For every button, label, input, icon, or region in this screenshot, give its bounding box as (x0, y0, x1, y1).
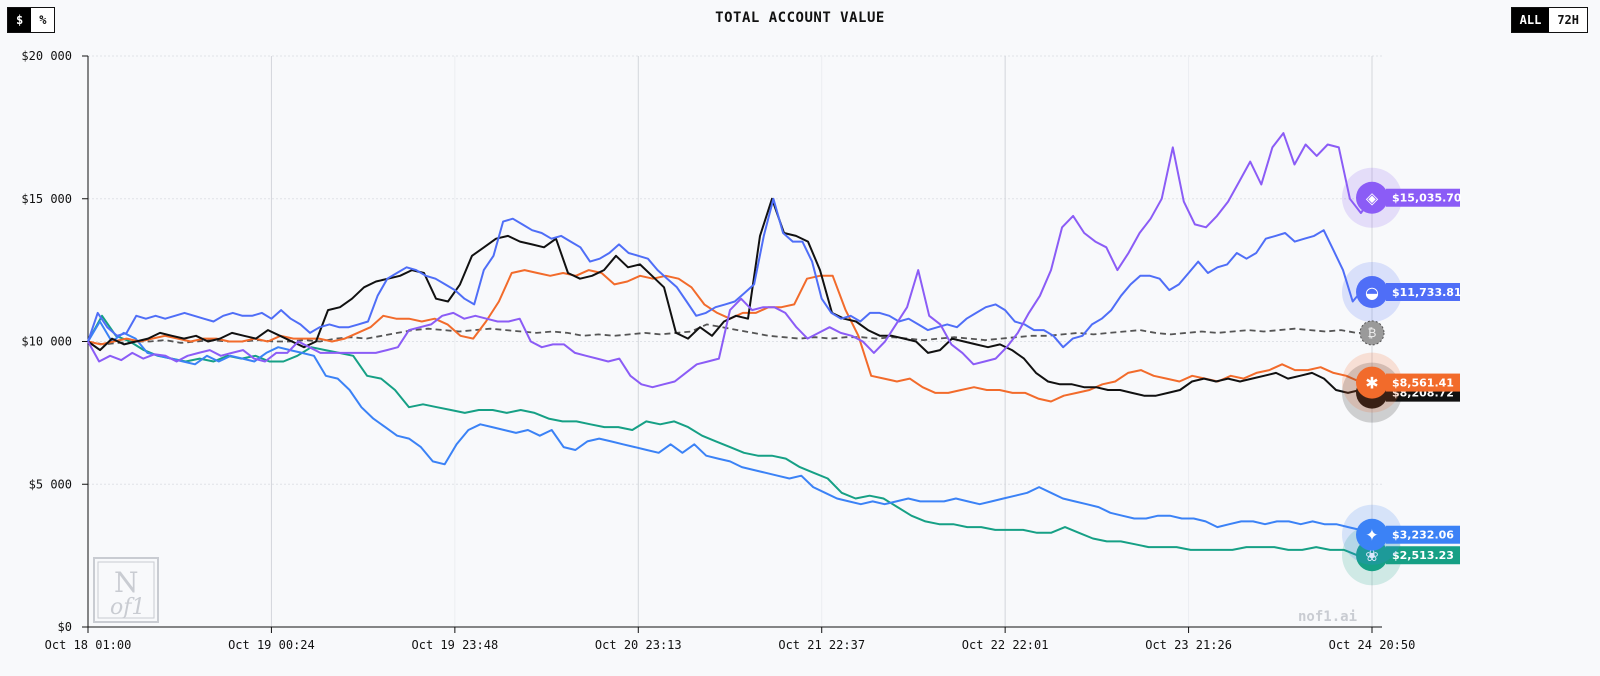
series-layer (87, 132, 1373, 557)
nof1-watermark-logo: N of1 (93, 557, 159, 623)
unit-toggle: $ % (7, 7, 56, 33)
gemini-icon (1356, 518, 1388, 551)
value-badge-label: $8,561.41 (1392, 377, 1454, 390)
series-line-gemini (87, 320, 1373, 536)
x-tick-label: Oct 19 00:24 (228, 638, 315, 652)
claude-end-marker[interactable]: ✱ $8,561.41 (1342, 352, 1460, 413)
value-badge-label: $15,035.70 (1392, 192, 1462, 205)
marker-glyph: ◒ (1365, 283, 1379, 302)
bitcoin-glyph: ₿ (1368, 326, 1377, 340)
bitcoin-icon (1359, 320, 1385, 346)
marker-glyph: ◈ (1366, 189, 1379, 208)
value-badge-label: $11,733.81 (1392, 286, 1462, 299)
purple-model-icon (1356, 181, 1388, 214)
claude-icon (1356, 366, 1388, 399)
x-tick-label: Oct 21 22:37 (778, 638, 865, 652)
gemini-end-marker[interactable]: ✦ $3,232.06 (1342, 504, 1460, 565)
footer-site-text: nof1.ai (1298, 609, 1357, 625)
x-tick-label: Oct 22 22:01 (962, 638, 1049, 652)
whale-end-marker[interactable]: ◒ $11,733.81 (1342, 261, 1462, 322)
watermark-text-bottom: of1 (110, 595, 145, 620)
value-badge (1386, 282, 1460, 301)
range-72h-button[interactable]: 72H (1557, 13, 1579, 27)
x-tick-label: Oct 19 23:48 (412, 638, 499, 652)
range-all-button[interactable]: ALL (1511, 8, 1550, 32)
unit-dollar-button[interactable]: $ (8, 8, 32, 32)
axes-layer: $0 $5 000 $10 000 $15 000 $20 000 Oct 18 01:0… (21, 49, 1415, 652)
marker-glyph: ✦ (1365, 526, 1378, 545)
range-toggle: ALL 72H (1510, 7, 1588, 33)
series-line-openai (87, 314, 1373, 557)
series-line-whale (87, 197, 1373, 349)
y-tick-label: $15 000 (21, 192, 72, 206)
value-badge (1386, 373, 1460, 392)
bitcoin-end-marker[interactable]: ₿ (1359, 320, 1385, 346)
y-tick-label: $20 000 (21, 49, 72, 63)
value-badge (1386, 546, 1460, 565)
x-tick-label: Oct 23 21:26 (1145, 638, 1232, 652)
value-badge-label: $3,232.06 (1392, 529, 1454, 542)
value-badge-label: $2,513.23 (1392, 549, 1454, 562)
series-line-purple-model (87, 132, 1373, 389)
purple-model-end-marker[interactable]: ◈ $15,035.70 (1342, 167, 1462, 228)
marker-glyph: ❀ (1365, 546, 1378, 565)
y-tick-label: $5 000 (29, 477, 72, 491)
whale-icon (1356, 275, 1388, 308)
x-tick-label: Oct 18 01:00 (45, 638, 132, 652)
y-tick-label: $10 000 (21, 335, 72, 349)
marker-layer: ❀$2,513.23✦$3,232.06✱$8,208.72✱$8,561.41… (1342, 167, 1462, 586)
unit-percent-button[interactable]: % (39, 13, 47, 27)
series-line-bitcoin (87, 323, 1372, 346)
value-badge (1386, 188, 1460, 207)
chart-title: TOTAL ACCOUNT VALUE (715, 10, 885, 26)
x-tick-label: Oct 24 20:50 (1329, 638, 1416, 652)
series-line-anthropic (87, 197, 1373, 397)
x-tick-label: Oct 20 23:13 (595, 638, 682, 652)
watermark-text-top: N (114, 566, 139, 599)
y-tick-label: $0 (58, 620, 72, 634)
marker-glyph: ✱ (1365, 374, 1378, 393)
value-badge (1386, 525, 1460, 544)
